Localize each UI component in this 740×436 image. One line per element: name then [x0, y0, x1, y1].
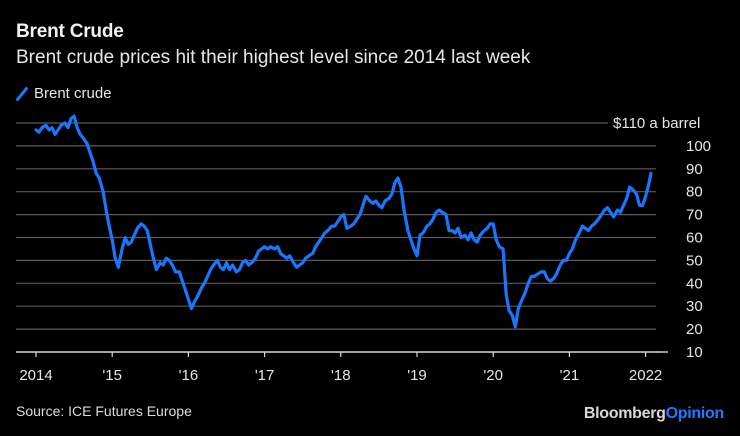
- legend-label: Brent crude: [34, 85, 112, 102]
- source-note: Source: ICE Futures Europe: [16, 403, 192, 419]
- y-tick-label-20: 20: [686, 321, 703, 338]
- x-tick-label-2015: '15: [102, 367, 122, 384]
- x-axis-labels: 2014 '15 '16 '17 '18 '19 '20 '21 2022: [19, 367, 662, 384]
- y-tick-label-60: 60: [686, 230, 703, 247]
- chart-title: Brent Crude: [16, 21, 124, 42]
- y-tick-label-40: 40: [686, 275, 703, 292]
- x-tick-label-2018: '18: [331, 367, 351, 384]
- brand-primary: Bloomberg: [583, 405, 666, 422]
- x-tick-label-2016: '16: [179, 367, 199, 384]
- series-layer: [34, 114, 653, 329]
- x-tick-label-2021: '21: [560, 367, 580, 384]
- y-tick-label-80: 80: [686, 184, 703, 201]
- y-tick-label-70: 70: [686, 207, 703, 224]
- bloomberg-opinion-logo: BloombergOpinion: [584, 405, 724, 423]
- x-tick-label-2022: 2022: [629, 367, 662, 384]
- legend: Brent crude: [16, 85, 112, 102]
- x-axis: [16, 351, 668, 357]
- x-tick-label-2017: '17: [255, 367, 275, 384]
- chart-subtitle: Brent crude prices hit their highest lev…: [16, 47, 531, 68]
- y-tick-label-100: 100: [686, 138, 711, 155]
- y-tick-label-10: 10: [686, 344, 703, 361]
- y-tick-label-30: 30: [686, 298, 703, 315]
- y-tick-label-110: $110 a barrel: [613, 115, 700, 132]
- y-tick-label-90: 90: [686, 161, 703, 178]
- gridlines: [16, 122, 656, 330]
- y-tick-label-50: 50: [686, 252, 703, 269]
- x-tick-label-2020: '20: [483, 367, 503, 384]
- x-tick-label-2019: '19: [407, 367, 427, 384]
- legend-swatch-icon: [16, 86, 28, 101]
- series-line-brent-crude: [34, 114, 653, 329]
- y-axis-labels: 20 30 40 50 60 70 80 90 100 $110 a barrel 10: [613, 115, 711, 361]
- brand-secondary: Opinion: [665, 405, 725, 422]
- x-tick-label-2014: 2014: [19, 367, 52, 384]
